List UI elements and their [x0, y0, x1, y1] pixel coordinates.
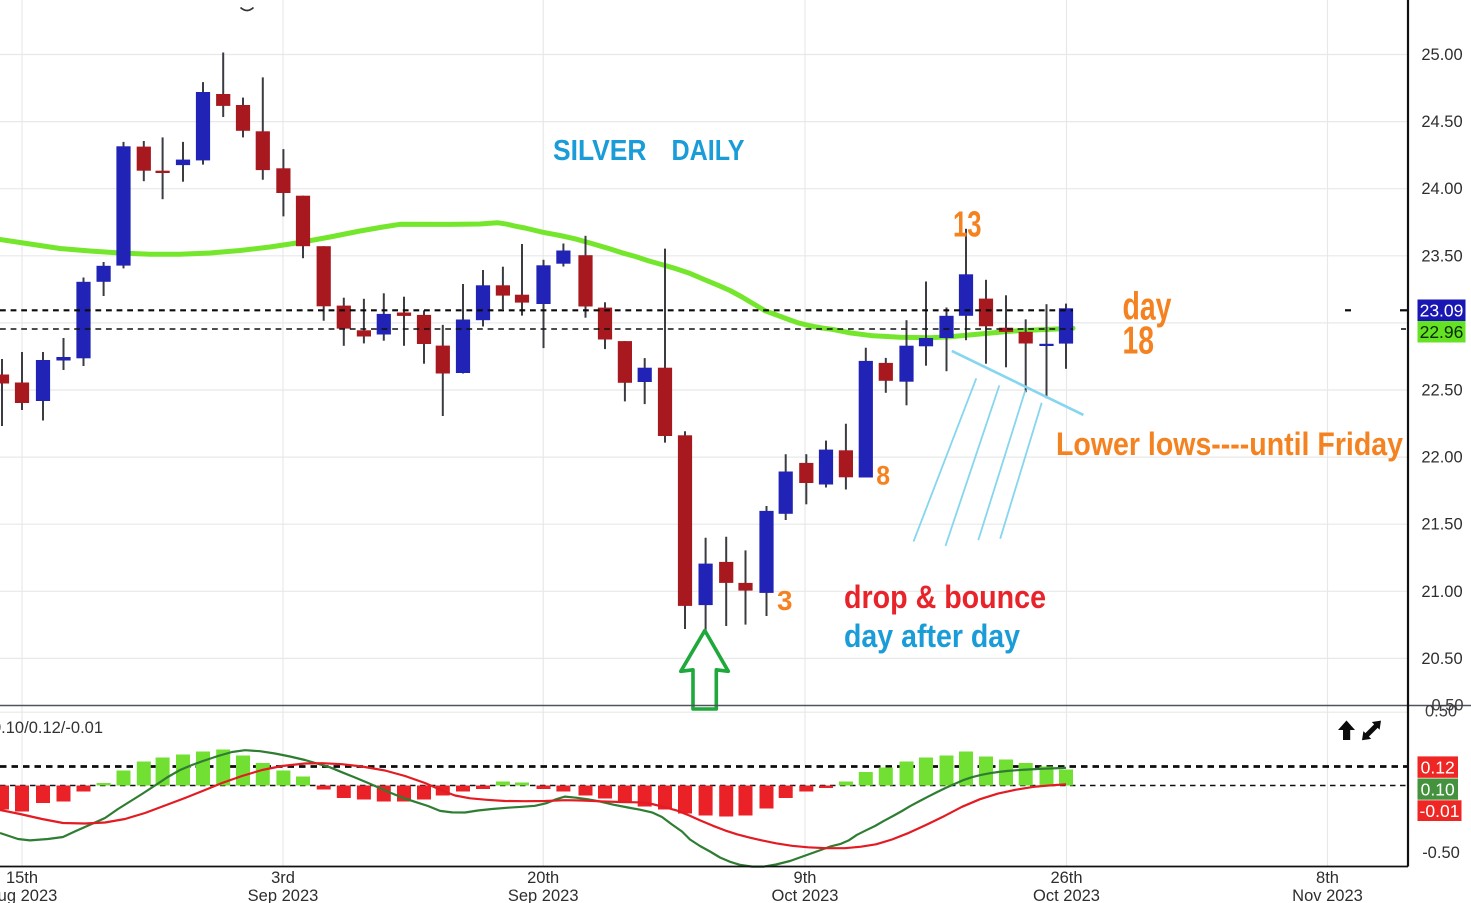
- svg-text:3: 3: [777, 585, 793, 616]
- svg-text:20th: 20th: [527, 869, 559, 887]
- svg-text:22.96: 22.96: [1420, 322, 1464, 342]
- svg-text:0.50: 0.50: [1425, 703, 1457, 721]
- svg-text:day after day: day after day: [844, 618, 1020, 654]
- svg-text:0.10/0.12/-0.01: 0.10/0.12/-0.01: [0, 719, 103, 737]
- svg-text:25.00: 25.00: [1421, 46, 1462, 64]
- svg-text:3rd: 3rd: [271, 869, 295, 887]
- svg-text:22.00: 22.00: [1421, 449, 1462, 467]
- svg-text:Aug 2023: Aug 2023: [0, 887, 57, 903]
- svg-text:-0.01: -0.01: [1420, 801, 1460, 821]
- svg-text:SILVER: SILVER: [553, 135, 647, 167]
- svg-text:0.50: 0.50: [1431, 697, 1463, 715]
- svg-text:-0.50: -0.50: [1422, 844, 1460, 862]
- svg-text:22.50: 22.50: [1421, 382, 1462, 400]
- svg-text:9th: 9th: [794, 869, 817, 887]
- svg-text:23.50: 23.50: [1421, 247, 1462, 265]
- svg-text:8: 8: [876, 461, 890, 491]
- svg-text:day: day: [1123, 286, 1172, 329]
- svg-text:21.00: 21.00: [1421, 583, 1462, 601]
- svg-text:15th: 15th: [6, 869, 38, 887]
- svg-text:Nov 2023: Nov 2023: [1292, 887, 1363, 903]
- svg-text:Lower lows----until Friday: Lower lows----until Friday: [1056, 426, 1403, 462]
- svg-text:0.10: 0.10: [1421, 779, 1455, 799]
- svg-text:Sep 2023: Sep 2023: [248, 887, 319, 903]
- svg-text:0.12: 0.12: [1421, 757, 1455, 777]
- svg-text:24.50: 24.50: [1421, 113, 1462, 131]
- svg-text:drop & bounce: drop & bounce: [844, 579, 1046, 615]
- svg-text:21.50: 21.50: [1421, 516, 1462, 534]
- svg-text:Oct 2023: Oct 2023: [772, 887, 839, 903]
- svg-text:23.09: 23.09: [1420, 301, 1464, 321]
- svg-text:26th: 26th: [1050, 869, 1082, 887]
- svg-text:DAILY: DAILY: [672, 135, 745, 167]
- svg-text:24.00: 24.00: [1421, 180, 1462, 198]
- svg-text:20.50: 20.50: [1421, 650, 1462, 668]
- svg-text:13: 13: [953, 204, 982, 245]
- svg-text:8th: 8th: [1316, 869, 1339, 887]
- svg-text:Sep 2023: Sep 2023: [508, 887, 579, 903]
- svg-text:18: 18: [1123, 320, 1155, 363]
- svg-text:Oct 2023: Oct 2023: [1033, 887, 1100, 903]
